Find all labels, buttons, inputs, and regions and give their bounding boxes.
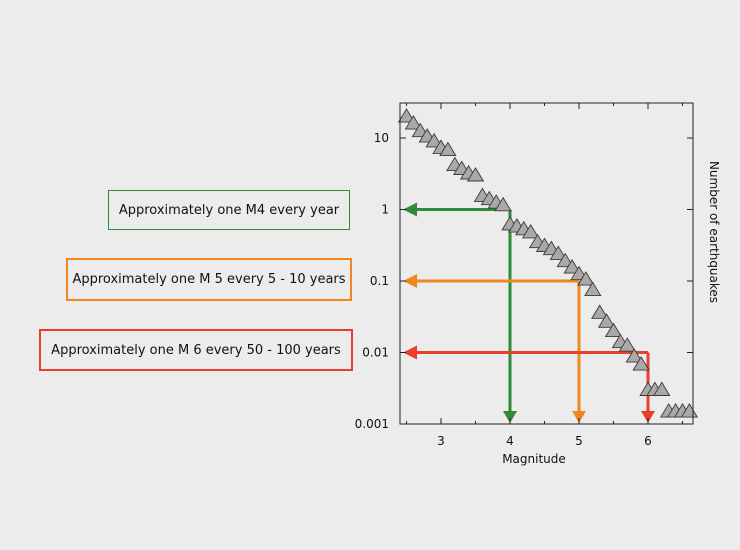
data-point [604, 322, 623, 338]
data-point [549, 245, 567, 260]
points-layer [397, 108, 699, 418]
arrowhead-m4-down [503, 411, 517, 423]
data-point [563, 259, 581, 274]
data-point [584, 281, 602, 297]
data-point [556, 252, 574, 268]
arrowhead-m6-down [641, 411, 655, 423]
arrowhead-m5-left [403, 274, 418, 288]
data-point [425, 132, 443, 148]
data-point [466, 167, 485, 182]
axes-layer: 3 4 5 6 0.001 0.01 0.1 1 10 [355, 102, 694, 448]
arrowhead-m6-left [403, 345, 418, 360]
arrows-layer [403, 202, 655, 423]
x-axis-title: Magnitude [502, 452, 566, 466]
arrowhead-m4-left [403, 202, 418, 217]
data-point [494, 196, 512, 212]
data-point [522, 223, 540, 239]
y-tick-label: 0.01 [362, 346, 389, 360]
y-axis-title: Number of earthquakes [707, 161, 721, 303]
data-point [439, 141, 457, 157]
x-tick-label: 5 [575, 434, 583, 448]
x-tick-label: 6 [644, 434, 652, 448]
data-point [577, 271, 595, 286]
arrowhead-m5-down [572, 411, 586, 423]
y-tick-label: 0.1 [370, 274, 389, 288]
plot-frame [399, 102, 694, 425]
y-tick-label: 10 [374, 131, 389, 145]
x-tick-label: 4 [506, 434, 514, 448]
y-tick-label: 1 [381, 203, 389, 217]
data-point [397, 108, 416, 123]
callout-m4: Approximately one M4 every year [108, 190, 350, 230]
data-point [653, 381, 671, 396]
data-point [618, 337, 636, 352]
y-tick-label: 0.001 [355, 417, 389, 431]
data-point [632, 356, 650, 371]
data-point [597, 313, 616, 328]
data-point [591, 304, 609, 319]
data-point [625, 348, 643, 363]
data-point [404, 115, 423, 130]
callout-m5: Approximately one M 5 every 5 - 10 years [66, 258, 352, 301]
callout-m6: Approximately one M 6 every 50 - 100 yea… [39, 329, 353, 371]
x-tick-label: 3 [437, 434, 445, 448]
